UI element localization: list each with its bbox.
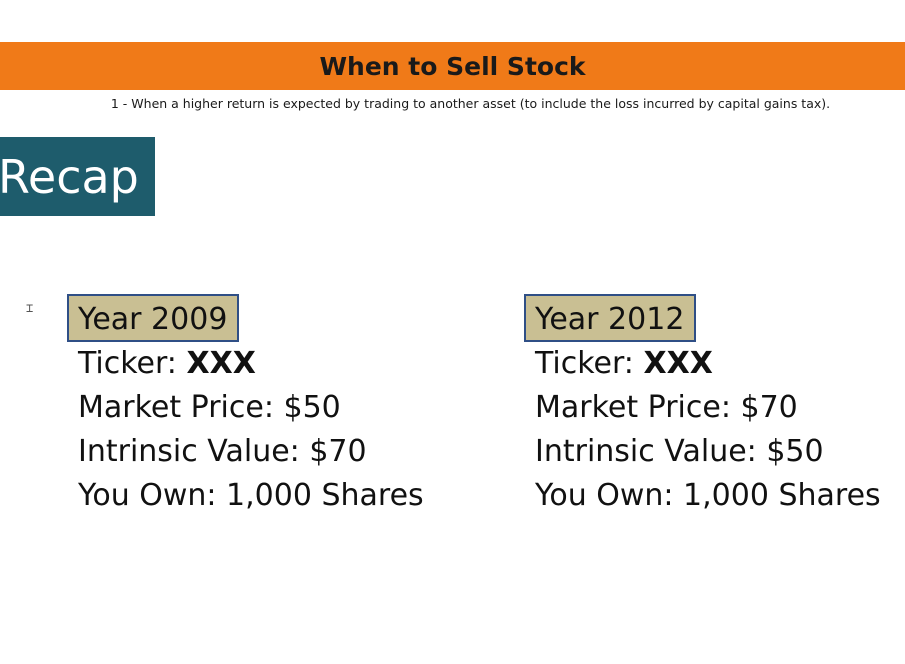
- intrinsic-value: Intrinsic Value: $50: [535, 434, 824, 469]
- scenario-2009: Year 2009 Ticker: XXX Market Price: $50 …: [67, 294, 424, 518]
- ticker-line: Ticker: XXX: [78, 342, 424, 386]
- scenario-2012: Year 2012 Ticker: XXX Market Price: $70 …: [524, 294, 881, 518]
- title-bar: When to Sell Stock: [0, 42, 905, 90]
- ticker-value: XXX: [643, 346, 713, 381]
- year-label: Year 2012: [524, 294, 697, 342]
- year-label: Year 2009: [67, 294, 240, 342]
- ticker-label: Ticker:: [78, 346, 187, 381]
- recap-label-box: Recap: [0, 137, 155, 216]
- market-price: Market Price: $70: [535, 390, 798, 425]
- market-price: Market Price: $50: [78, 390, 341, 425]
- ticker-line: Ticker: XXX: [535, 342, 881, 386]
- ticker-label: Ticker:: [535, 346, 644, 381]
- ticker-value: XXX: [186, 346, 256, 381]
- shares-owned: You Own: 1,000 Shares: [535, 478, 881, 513]
- text-cursor-icon: ⌶: [26, 301, 34, 315]
- recap-label: Recap: [0, 149, 139, 204]
- shares-owned: You Own: 1,000 Shares: [78, 478, 424, 513]
- slide-subtitle: 1 - When a higher return is expected by …: [110, 96, 831, 111]
- intrinsic-value: Intrinsic Value: $70: [78, 434, 367, 469]
- slide-title: When to Sell Stock: [319, 51, 586, 81]
